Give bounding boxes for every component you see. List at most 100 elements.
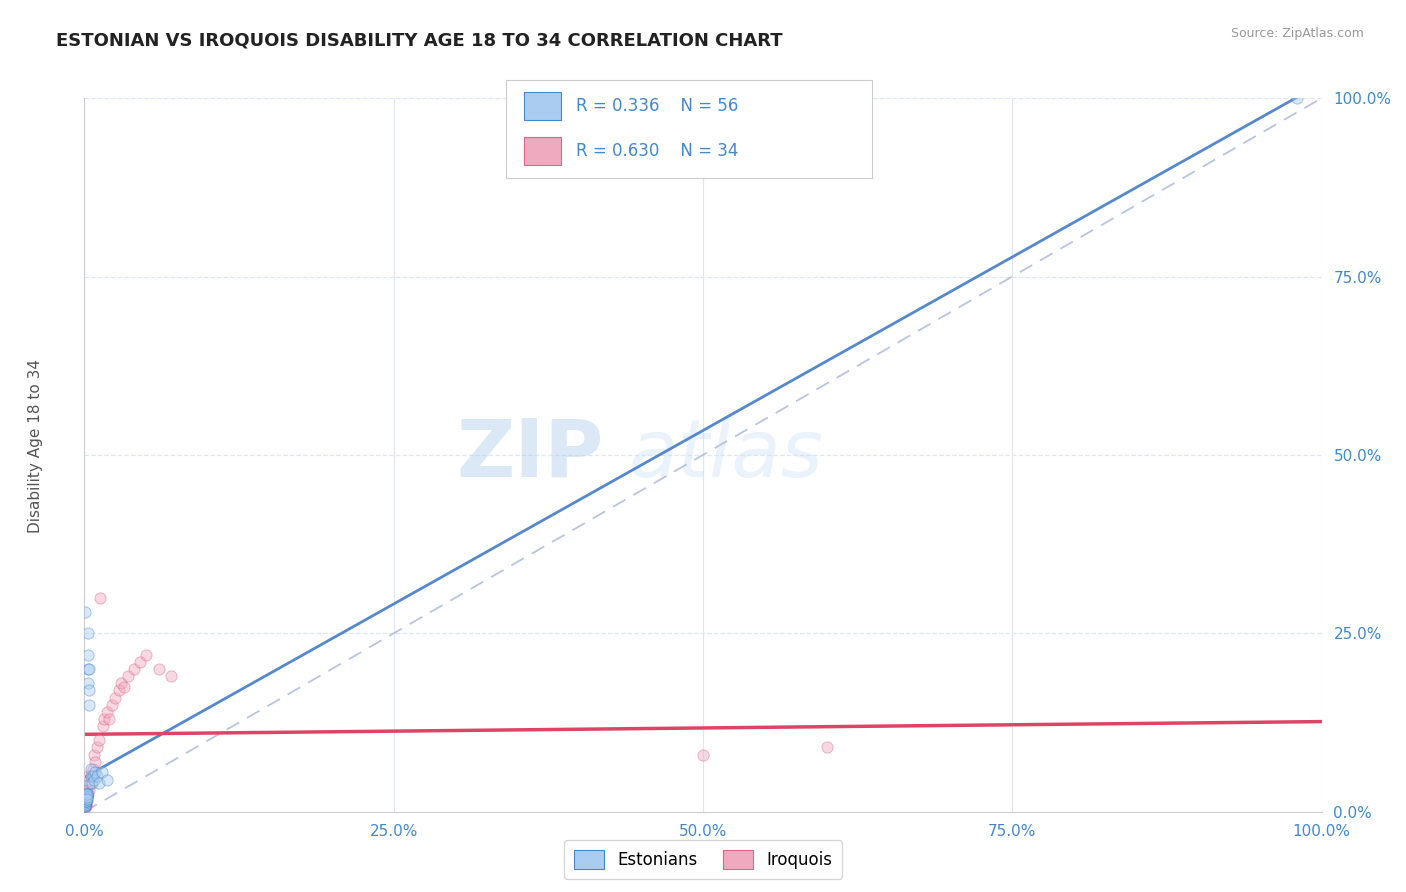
Point [79, 698, 101, 712]
Point [75, 794, 97, 808]
Point [79, 776, 101, 790]
Point [75, 794, 97, 808]
Point [77, 787, 100, 801]
Point [110, 676, 132, 690]
Text: ZIP: ZIP [457, 416, 605, 494]
Point [104, 690, 127, 705]
Point [93, 712, 115, 726]
Point [75, 799, 97, 814]
Point [83, 747, 105, 762]
Point [91, 719, 114, 733]
Point [80, 776, 103, 790]
Point [73, 797, 96, 812]
Point [75, 789, 97, 803]
Point [79, 769, 101, 783]
Point [100, 698, 122, 712]
Legend: Estonians, Iroquois: Estonians, Iroquois [564, 840, 842, 880]
Point [73, 799, 96, 814]
Point [75, 797, 97, 812]
Point [76, 792, 98, 806]
Point [76, 790, 98, 805]
Point [76, 662, 98, 676]
Point [89, 591, 111, 605]
Point [75, 794, 97, 808]
Point [75, 790, 97, 805]
Point [75, 790, 97, 805]
Point [77, 769, 100, 783]
Point [75, 792, 97, 806]
Bar [524, 92, 561, 120]
Point [112, 680, 135, 694]
Text: Disability Age 18 to 34: Disability Age 18 to 34 [28, 359, 42, 533]
Point [98, 712, 121, 726]
Point [76, 648, 98, 662]
Point [76, 783, 98, 797]
Point [84, 755, 107, 769]
Point [75, 792, 97, 806]
Bar [524, 137, 561, 165]
Point [96, 772, 118, 787]
Point [73, 792, 96, 806]
Point [76, 789, 98, 803]
Point [75, 792, 97, 806]
Point [73, 796, 96, 810]
Point [75, 790, 97, 805]
Point [73, 799, 96, 814]
Point [815, 740, 838, 755]
Point [73, 797, 96, 812]
Text: R = 0.336    N = 56: R = 0.336 N = 56 [575, 97, 738, 115]
Point [75, 794, 97, 808]
Point [89, 733, 111, 747]
Text: atlas: atlas [628, 416, 824, 494]
Point [73, 796, 96, 810]
Point [76, 789, 98, 803]
Point [76, 790, 98, 805]
Point [79, 783, 101, 797]
Point [77, 662, 100, 676]
Point [75, 787, 97, 801]
Point [76, 787, 98, 801]
Point [77, 683, 100, 698]
Point [160, 669, 183, 683]
Point [73, 794, 96, 808]
Point [117, 669, 139, 683]
Point [129, 655, 152, 669]
Point [148, 662, 170, 676]
Point [84, 765, 107, 780]
Point [77, 676, 100, 690]
Point [75, 796, 97, 810]
Point [108, 683, 131, 698]
Point [76, 787, 98, 801]
Point [90, 765, 112, 780]
Point [75, 787, 97, 801]
Point [73, 605, 96, 619]
Text: R = 0.630    N = 34: R = 0.630 N = 34 [575, 142, 738, 160]
Point [1285, 91, 1308, 105]
Point [83, 772, 105, 787]
Point [75, 797, 97, 812]
Point [96, 705, 118, 719]
Point [75, 794, 97, 808]
Point [76, 794, 98, 808]
Point [76, 787, 98, 801]
Point [75, 796, 97, 810]
Point [75, 789, 97, 803]
Point [75, 790, 97, 805]
Point [79, 776, 101, 790]
Point [86, 740, 108, 755]
Point [80, 762, 103, 776]
Point [77, 626, 100, 640]
Point [692, 747, 714, 762]
Point [89, 776, 111, 790]
Text: ESTONIAN VS IROQUOIS DISABILITY AGE 18 TO 34 CORRELATION CHART: ESTONIAN VS IROQUOIS DISABILITY AGE 18 T… [56, 31, 783, 49]
Point [80, 769, 103, 783]
Point [75, 797, 97, 812]
Point [135, 648, 157, 662]
Point [73, 801, 96, 815]
Point [86, 769, 108, 783]
Point [82, 769, 104, 783]
Point [122, 662, 145, 676]
Text: Source: ZipAtlas.com: Source: ZipAtlas.com [1230, 27, 1364, 40]
Point [75, 790, 97, 805]
Point [82, 762, 104, 776]
